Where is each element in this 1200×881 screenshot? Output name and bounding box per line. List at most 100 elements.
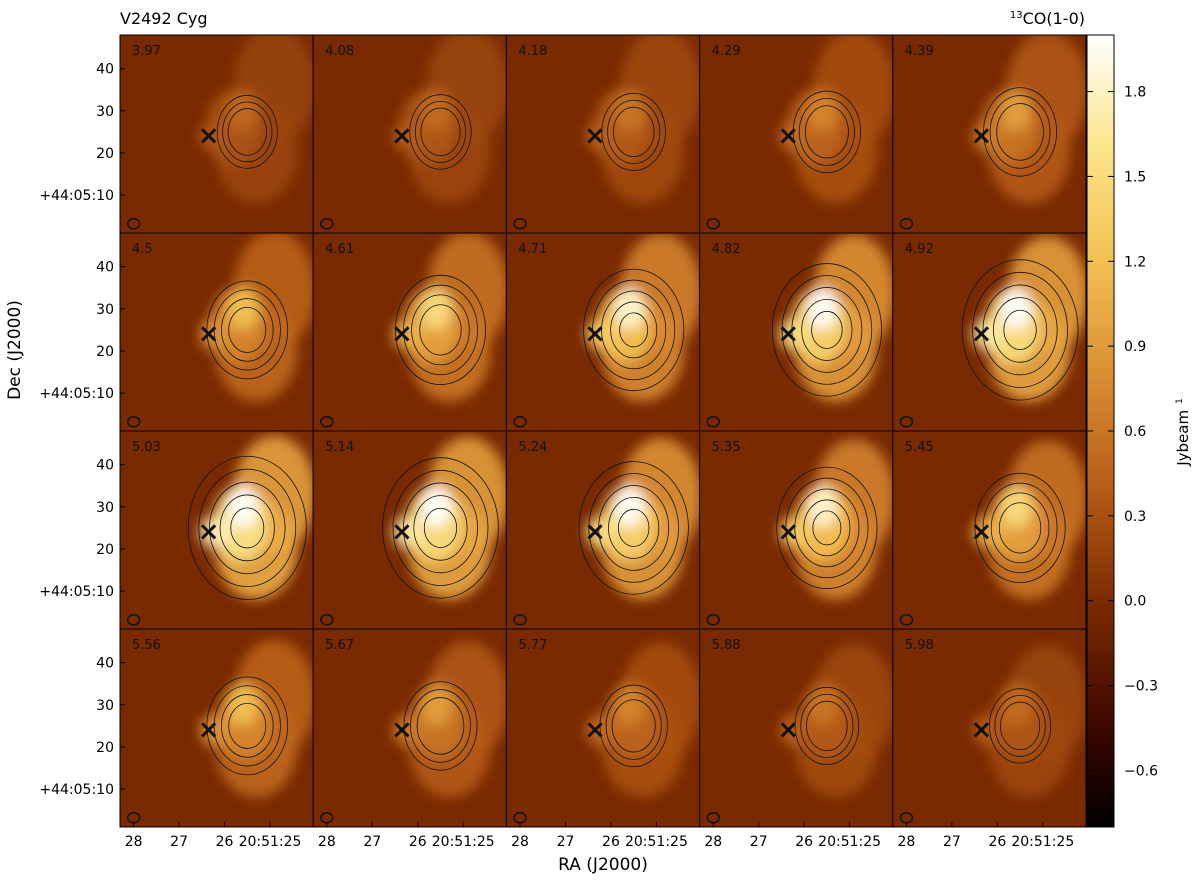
emission-region [613,683,646,726]
x-tick-label: 20:51:25 [239,834,302,850]
contour-line [798,97,855,166]
x-tick-label: 20:51:25 [432,834,495,850]
contour-line [221,298,274,362]
channel-panel: × 3.97 40 30 20 +44:05:10 [39,34,314,234]
emission-region [420,89,452,132]
contour-line [423,507,458,548]
contour-line [617,508,650,547]
y-tick-label: 40 [96,458,114,474]
beam-ellipse [706,613,720,626]
contour-line [607,99,661,164]
title-superscript: 13 [1010,10,1023,21]
contour-line [599,684,668,768]
colorbar-tick-label: 1.2 [1124,254,1146,270]
emission-region [420,485,452,528]
channel-panel: × 4.92 [892,232,1087,432]
channel-panel: × 5.77 28 27 26 20:51:25 [505,628,701,850]
colorbar-tick-label: 1.5 [1124,169,1146,185]
x-axis-label: RA (J2000) [558,855,648,875]
x-tick-label: 28 [318,834,336,850]
x-tick-label: 28 [704,834,722,850]
contour-line [791,287,863,373]
channel-panel: × 4.08 [312,34,507,234]
x-tick-label: 28 [125,834,143,850]
contour-line [592,279,676,381]
beam-ellipse [706,217,720,230]
contour-line [619,312,649,348]
channel-velocity-label: 4.39 [905,44,934,59]
y-tick-label: 40 [96,62,114,78]
channel-panel: × 5.35 [699,430,894,630]
emission-region [392,515,425,549]
contour-line [972,271,1068,388]
contour-line [988,688,1052,764]
x-tick-label: 27 [943,834,961,850]
source-marker: × [777,517,799,547]
contour-line [771,263,883,397]
source-marker: × [777,715,799,745]
contour-line [989,95,1051,169]
colorbar-ticks: 1.8 1.5 1.2 0.9 0.6 0.3 0.0 −0.3 −0.6 [1087,85,1158,779]
x-tick-label: 28 [511,834,529,850]
x-tick-label: 28 [898,834,916,850]
beam-ellipse [320,613,334,626]
y-tick-label: +44:05:10 [39,584,114,600]
y-tick-label: +44:05:10 [39,188,114,204]
x-tick-label: 20:51:25 [625,834,688,850]
beam-ellipse [899,217,914,230]
emission-region [585,713,618,747]
y-tick-label: 20 [96,344,114,360]
contour-line [998,502,1042,554]
contour-line [983,87,1058,177]
beam-ellipse [320,415,334,428]
y-tick-label: 30 [96,302,114,318]
y-axis-label: Dec (J2000) [5,300,25,400]
source-marker: × [391,319,413,349]
beam-ellipse [513,217,527,230]
channel-velocity-label: 5.67 [325,638,354,653]
contour-line [228,306,267,353]
contour-line [403,284,478,376]
y-tick-label: 40 [96,656,114,672]
contour-line [781,275,873,385]
contour-line [213,685,281,767]
beam-ellipse [513,613,527,626]
contour-line [605,691,662,760]
channel-panel: × 4.82 [699,232,894,432]
source-marker: × [198,715,220,745]
contour-line [812,510,842,546]
colorbar-tick-label: 0.0 [1124,594,1146,610]
contour-line [612,106,655,157]
figure-title-left: V2492 Cyg [120,9,208,28]
contour-line [414,100,467,163]
emission-region [199,119,232,153]
beam-ellipse [899,613,914,626]
emission-region [420,287,452,330]
channel-panel: × 4.61 [312,232,507,432]
source-marker: × [584,319,606,349]
channel-velocity-label: 4.92 [905,242,934,257]
emission-region [779,317,811,351]
source-marker: × [971,715,993,745]
contour-line [403,482,478,574]
y-tick-label: +44:05:10 [39,782,114,798]
contour-line [794,488,860,568]
emission-region [585,515,618,549]
source-marker: × [391,517,413,547]
contour-line [993,297,1048,363]
colorbar-label-superscript: 1 [1175,398,1185,404]
channel-velocity-label: 4.82 [712,242,741,257]
channel-velocity-label: 4.18 [518,44,547,59]
beam-ellipse [126,613,141,626]
emission-region [613,89,646,132]
contour-line [228,702,267,749]
channel-velocity-label: 5.56 [132,638,161,653]
channel-panel: × 5.45 [892,430,1087,630]
emission-region [226,485,259,528]
channel-velocity-label: 4.71 [518,242,547,257]
x-tick-label: 20:51:25 [818,834,881,850]
contour-line [792,90,861,174]
source-marker: × [777,319,799,349]
source-marker: × [391,715,413,745]
channel-panel: × 4.29 [699,34,894,234]
